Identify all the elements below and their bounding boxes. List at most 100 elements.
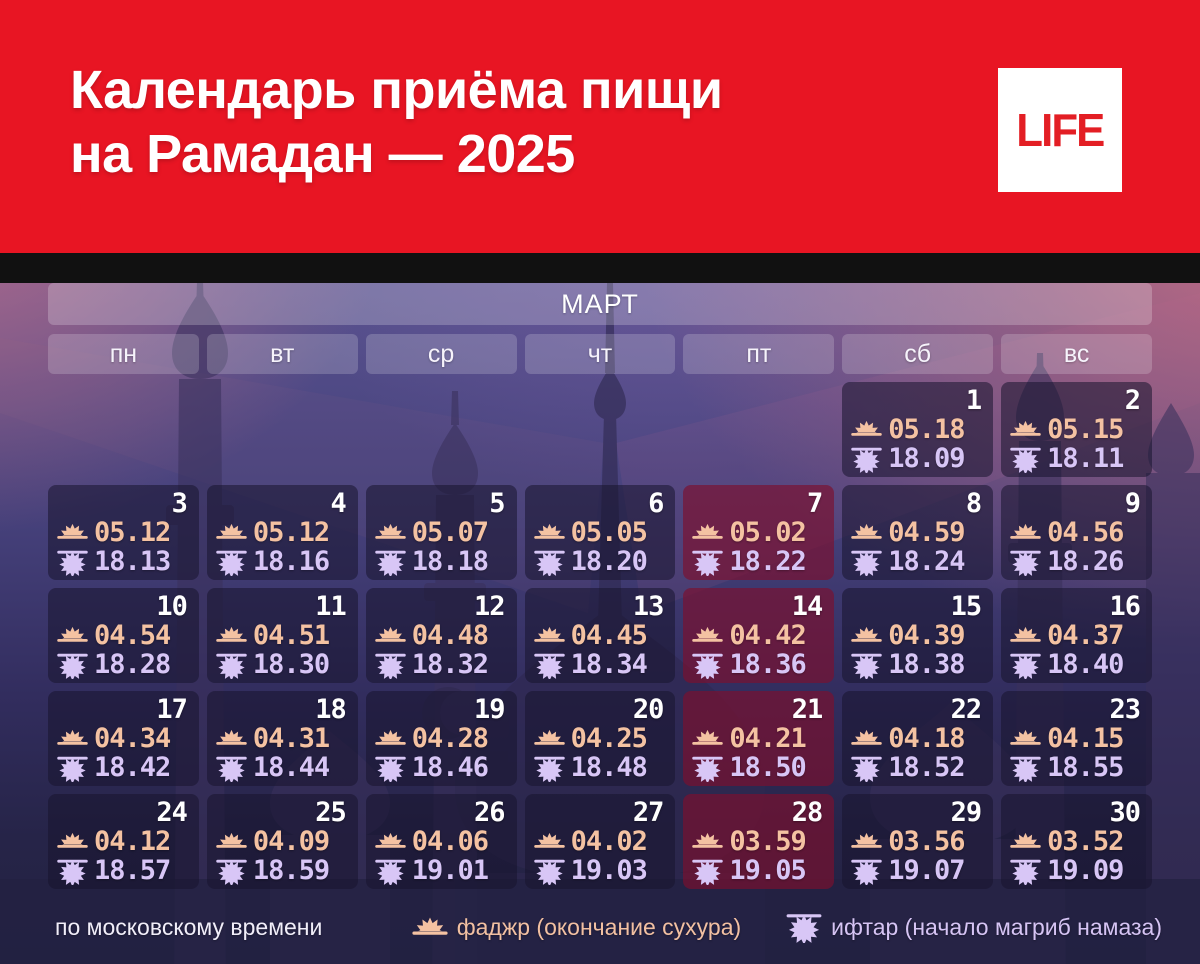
- iftar-time: 18.28: [94, 649, 171, 680]
- iftar-time: 18.18: [411, 546, 489, 577]
- fajr-time: 05.15: [1047, 414, 1124, 445]
- calendar-cell-8: 8 04.59 18.24: [842, 485, 994, 580]
- sunrise-icon: [215, 829, 248, 854]
- iftar-row: 18.11: [1009, 443, 1140, 474]
- weekday-header-1: вт: [206, 334, 358, 374]
- fajr-time: 04.34: [94, 723, 171, 754]
- date-number: 14: [791, 591, 824, 622]
- iftar-row: 18.30: [215, 649, 346, 680]
- calendar-cell-4: 4 05.12 18.16: [206, 485, 358, 580]
- sunrise-icon: [691, 623, 724, 648]
- sunset-icon: [691, 651, 724, 679]
- fajr-row: 05.07: [374, 517, 505, 548]
- fajr-time: 04.02: [570, 826, 648, 857]
- timezone-note: по московскому времени: [55, 913, 323, 940]
- fajr-time: 04.12: [94, 826, 171, 857]
- sunset-icon: [785, 911, 823, 943]
- date-number: 24: [156, 797, 188, 828]
- iftar-time: 18.44: [252, 752, 330, 783]
- iftar-time: 18.55: [1047, 752, 1124, 783]
- fajr-row: 04.51: [215, 620, 346, 651]
- iftar-time: 18.30: [252, 649, 330, 680]
- date-number: 16: [1109, 591, 1141, 622]
- fajr-time: 04.39: [888, 620, 965, 651]
- fajr-time: 04.45: [570, 620, 648, 651]
- iftar-row: 18.18: [374, 546, 505, 577]
- sunrise-icon: [1009, 623, 1042, 648]
- calendar-grid: 1 05.18 18.09 2 05.15 18.11 3 05.12 18.13 4 05.12 1…: [48, 382, 1152, 889]
- fajr-row: 04.12: [56, 826, 187, 857]
- calendar-cell-25: 25 04.09 18.59: [206, 794, 358, 889]
- fajr-time: 04.28: [411, 723, 489, 754]
- fajr-row: 04.37: [1009, 620, 1140, 651]
- date-number: 1: [965, 385, 982, 416]
- iftar-time: 18.59: [252, 855, 330, 886]
- fajr-row: 04.54: [56, 620, 187, 651]
- fajr-time: 05.12: [252, 517, 330, 548]
- fajr-row: 04.42: [691, 620, 822, 651]
- fajr-time: 04.09: [252, 826, 330, 857]
- sunrise-icon: [215, 520, 248, 545]
- date-number: 23: [1109, 694, 1141, 725]
- sunset-icon: [374, 548, 407, 576]
- weekday-header-0: пн: [48, 334, 199, 374]
- calendar-cell-20: 20 04.25 18.48: [524, 691, 676, 786]
- fajr-row: 03.56: [850, 826, 981, 857]
- iftar-time: 18.11: [1047, 443, 1124, 474]
- sunrise-icon: [1009, 520, 1042, 545]
- sunset-icon: [215, 754, 248, 782]
- sunrise-icon: [533, 520, 566, 545]
- iftar-row: 18.46: [374, 752, 505, 783]
- weekday-header-6: вс: [1001, 334, 1152, 374]
- date-number: 12: [474, 591, 506, 622]
- sunset-icon: [1009, 548, 1042, 576]
- fajr-row: 04.25: [533, 723, 664, 754]
- iftar-time: 18.34: [570, 649, 648, 680]
- date-number: 4: [330, 488, 346, 519]
- date-number: 29: [950, 797, 983, 828]
- iftar-row: 19.01: [374, 855, 505, 886]
- fajr-row: 05.15: [1009, 414, 1140, 445]
- sunrise-icon: [533, 829, 566, 854]
- date-number: 25: [315, 797, 347, 828]
- sunset-icon: [374, 754, 407, 782]
- month-label: МАРТ: [561, 288, 639, 319]
- fajr-row: 04.28: [374, 723, 505, 754]
- fajr-time: 04.48: [411, 620, 489, 651]
- calendar-cell-11: 11 04.51 18.30: [206, 588, 358, 683]
- fajr-time: 05.07: [411, 517, 489, 548]
- sunset-icon: [691, 548, 724, 576]
- iftar-legend-label: ифтар (начало магриб намаза): [831, 913, 1162, 940]
- iftar-row: 18.36: [691, 649, 822, 680]
- sunset-icon: [850, 857, 883, 885]
- calendar-cell-16: 16 04.37 18.40: [1001, 588, 1152, 683]
- date-number: 3: [171, 488, 188, 519]
- iftar-row: 18.34: [533, 649, 664, 680]
- iftar-time: 18.38: [888, 649, 965, 680]
- iftar-row: 18.50: [691, 752, 822, 783]
- fajr-row: 05.18: [850, 414, 981, 445]
- sunrise-icon: [374, 623, 407, 648]
- weekday-header-2: ср: [365, 334, 517, 374]
- life-logo-text: LIFE: [1016, 104, 1105, 156]
- fajr-time: 04.21: [729, 723, 806, 754]
- fajr-row: 03.59: [691, 826, 822, 857]
- calendar-cell-28: 28 03.59 19.05: [683, 794, 835, 889]
- life-logo: LIFE: [998, 68, 1122, 192]
- iftar-row: 18.38: [850, 649, 981, 680]
- date-number: 15: [950, 591, 983, 622]
- page-title-line1: Календарь приёма пищи: [70, 60, 723, 120]
- date-number: 22: [950, 694, 983, 725]
- fajr-time: 05.02: [729, 517, 806, 548]
- calendar-cell-3: 3 05.12 18.13: [48, 485, 199, 580]
- sunrise-icon: [374, 829, 407, 854]
- iftar-row: 18.48: [533, 752, 664, 783]
- iftar-row: 18.32: [374, 649, 505, 680]
- month-header: МАРТ: [48, 283, 1152, 325]
- date-number: 5: [489, 488, 505, 519]
- date-number: 9: [1124, 488, 1141, 519]
- header: Календарь приёма пищи на Рамадан — 2025 …: [0, 0, 1200, 253]
- sunset-icon: [1009, 445, 1042, 473]
- iftar-time: 18.13: [94, 546, 171, 577]
- fajr-time: 04.37: [1047, 620, 1124, 651]
